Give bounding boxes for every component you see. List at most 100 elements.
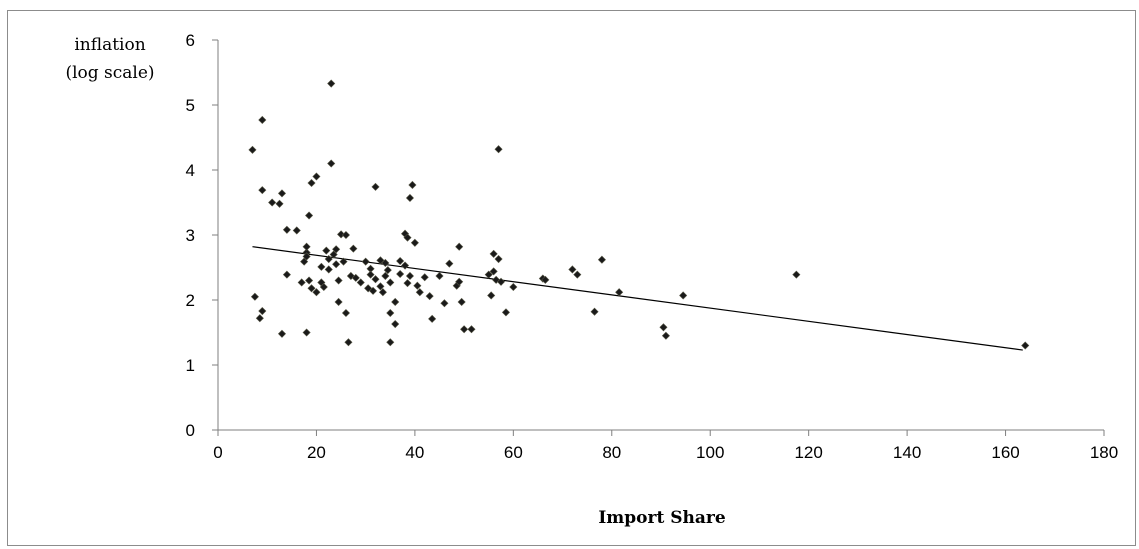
- data-point: [679, 291, 688, 300]
- data-point: [386, 338, 395, 347]
- y-tick-label: 6: [186, 31, 195, 50]
- x-tick-label: 20: [307, 443, 326, 462]
- data-point: [541, 275, 550, 284]
- data-point: [344, 338, 353, 347]
- x-tick-label: 0: [213, 443, 222, 462]
- data-point: [509, 282, 518, 292]
- y-tick-label: 2: [186, 291, 195, 310]
- data-point: [403, 233, 412, 242]
- data-point: [297, 278, 306, 287]
- data-point: [376, 282, 385, 291]
- x-tick-label: 180: [1090, 443, 1118, 462]
- x-tick-label: 80: [602, 443, 621, 462]
- x-tick-label: 100: [696, 443, 724, 462]
- data-point: [300, 257, 309, 266]
- data-point: [341, 230, 351, 240]
- data-point: [332, 260, 341, 269]
- data-point: [383, 266, 392, 275]
- y-axis-title-line-1: inflation: [74, 35, 145, 55]
- data-point: [590, 307, 599, 316]
- data-point: [484, 270, 493, 279]
- data-point: [364, 284, 373, 293]
- data-point: [346, 271, 355, 280]
- data-point: [460, 325, 469, 334]
- data-points: [248, 79, 1030, 350]
- data-point: [1021, 341, 1030, 350]
- data-point: [403, 279, 412, 288]
- y-tick-label: 5: [186, 96, 195, 115]
- data-point: [334, 276, 343, 285]
- data-point: [277, 189, 287, 198]
- data-point: [487, 291, 496, 300]
- data-point: [258, 307, 267, 316]
- data-point: [312, 288, 321, 297]
- data-point: [391, 297, 400, 306]
- data-point: [445, 259, 454, 268]
- data-point: [497, 277, 506, 286]
- data-point: [371, 275, 380, 284]
- x-tick-label: 40: [405, 443, 424, 462]
- data-point: [322, 246, 331, 255]
- data-point: [494, 255, 503, 264]
- data-point: [327, 79, 336, 88]
- data-point: [386, 278, 395, 287]
- data-point: [615, 288, 624, 297]
- data-point: [332, 245, 341, 254]
- data-point: [489, 267, 498, 276]
- data-point: [405, 271, 414, 280]
- data-point: [425, 292, 434, 301]
- data-point: [302, 252, 311, 261]
- data-point: [312, 172, 321, 181]
- data-point: [568, 265, 577, 274]
- data-point: [501, 308, 510, 317]
- data-point: [401, 261, 410, 270]
- chart-frame: [7, 10, 1136, 546]
- data-point: [361, 257, 370, 266]
- data-point: [381, 271, 390, 280]
- data-point: [255, 314, 264, 323]
- data-point: [307, 178, 316, 188]
- data-point: [329, 250, 338, 259]
- data-point: [659, 323, 668, 332]
- data-point: [428, 314, 437, 323]
- data-point: [356, 278, 365, 287]
- data-point: [319, 282, 328, 292]
- data-point: [317, 262, 326, 271]
- data-point: [277, 329, 287, 338]
- data-point: [282, 270, 291, 279]
- data-point: [275, 199, 284, 208]
- data-point: [405, 193, 414, 202]
- data-point: [396, 256, 405, 266]
- data-point: [327, 159, 336, 168]
- data-point: [410, 238, 419, 247]
- x-tick-label: 160: [991, 443, 1019, 462]
- y-tick-label: 4: [186, 161, 195, 180]
- data-point: [341, 308, 351, 318]
- data-point: [248, 145, 257, 154]
- data-point: [457, 297, 466, 306]
- data-point: [396, 269, 405, 279]
- data-point: [282, 225, 291, 234]
- x-tick-label: 60: [504, 443, 523, 462]
- data-point: [573, 270, 582, 279]
- data-point: [349, 244, 358, 253]
- data-point: [292, 226, 301, 235]
- data-point: [334, 297, 343, 306]
- data-point: [258, 115, 267, 124]
- data-point: [339, 257, 348, 266]
- data-point: [351, 273, 360, 282]
- data-point: [391, 320, 400, 329]
- x-axis-title: Import Share: [598, 508, 726, 528]
- data-point: [597, 255, 606, 264]
- data-point: [371, 182, 380, 191]
- y-axis-title-line-2: (log scale): [65, 63, 154, 83]
- data-point: [408, 180, 417, 189]
- data-point: [369, 286, 378, 295]
- x-tick-label: 120: [794, 443, 822, 462]
- y-axis-title: inflation (log scale): [65, 35, 154, 83]
- data-point: [376, 256, 385, 265]
- data-point: [494, 145, 503, 154]
- data-point: [381, 258, 390, 267]
